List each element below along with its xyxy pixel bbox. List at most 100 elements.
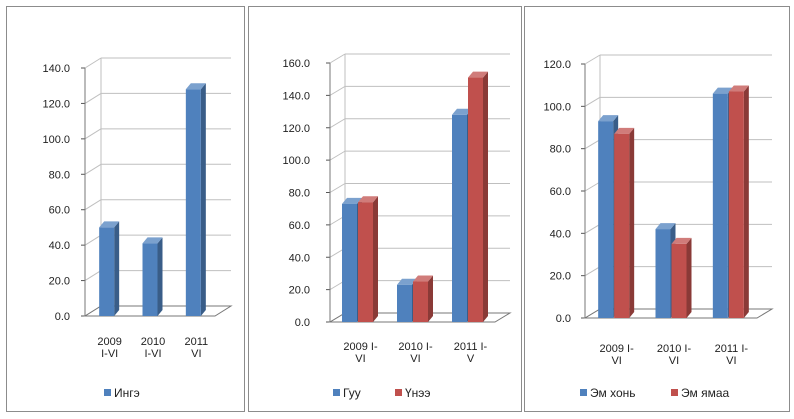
chart-2-gridline-side [329, 183, 346, 193]
chart-1-bar-top [142, 237, 163, 244]
chart-1-bar-top [99, 221, 120, 228]
chart-2-gridline-side [329, 118, 346, 129]
chart-2-ytick-label: 80.0 [289, 188, 310, 200]
chart-2-bar-top [413, 275, 433, 282]
chart-3-gridline-side [584, 266, 601, 277]
chart-1-ytick-label: 120.0 [42, 98, 70, 110]
chart-2-bar-top [452, 108, 472, 115]
chart-1-gridline-side [84, 234, 102, 246]
chart-3-category-label: VI [669, 355, 679, 367]
chart-1-bar-front [142, 243, 158, 316]
chart-2-ytick-label: 0.0 [295, 317, 310, 329]
chart-1-bar-front [99, 227, 115, 316]
chart-1-ytick-label: 20.0 [49, 276, 70, 288]
chart-2-bar-front [452, 114, 467, 322]
chart-1-ytick-label: 100.0 [42, 134, 70, 146]
chart-2-bar-side [373, 196, 378, 322]
chart-2-ytick-label: 40.0 [289, 252, 310, 264]
chart-3-ytick-label: 120.0 [543, 59, 571, 71]
chart-1-bar-top [185, 83, 206, 90]
chart-3-legend-swatch-1 [580, 389, 587, 396]
chart-3-legend-label-1: Эм хонь [590, 386, 636, 400]
chart-1-bar-1-1 [99, 221, 120, 316]
chart-2-bar-top [468, 71, 488, 78]
chart-1-gridline-side [84, 199, 102, 211]
chart-2-bar-top [342, 197, 362, 204]
chart-3-bar-front [712, 93, 728, 318]
chart-1-ytick-label: 60.0 [49, 205, 70, 217]
chart-2-ytick-label: 60.0 [289, 220, 310, 232]
chart-3-bar-side [743, 85, 749, 319]
chart-2-bar-top [358, 196, 378, 203]
chart-2-gridline-side [329, 85, 346, 96]
chart-2-category-label: VI [410, 353, 420, 365]
chart-1-bar-side [200, 83, 206, 316]
chart-1-category-label: 2011 [185, 336, 209, 348]
chart-2-bar-side [483, 71, 488, 322]
chart-2-category-label: 2011 I- [454, 341, 488, 353]
chart-3-floor [583, 308, 774, 319]
chart-2-category-label: VI [355, 353, 365, 365]
chart-2-bar-side [428, 275, 433, 322]
chart-2-ytick-label: 160.0 [282, 58, 310, 70]
chart-3-gridline-side [584, 54, 601, 65]
chart-2-legend-label-1: Гуу [343, 386, 361, 400]
chart-2-bar-front [468, 77, 483, 322]
chart-2-bar-front [413, 281, 428, 322]
chart-3-ytick-label: 80.0 [550, 144, 571, 156]
chart-1-bar-1-2 [142, 237, 163, 316]
chart-2-category-label: 2010 I- [398, 341, 433, 353]
chart-1-gridline-side [84, 270, 102, 281]
chart-3-category-label: 2009 I- [600, 343, 635, 355]
chart-1-legend-label-1: Ингэ [114, 386, 140, 400]
chart-1-gridline-side [84, 57, 102, 69]
chart-3-bar-front [614, 133, 630, 318]
chart-2-ytick-label: 20.0 [289, 285, 310, 297]
chart-2-ytick-label: 120.0 [282, 123, 310, 135]
chart-2-bar-front [342, 203, 357, 322]
chart-2-ytick-label: 100.0 [282, 155, 310, 167]
chart-3-bar-side [629, 127, 635, 318]
chart-2-legend-label-2: Үнээ [405, 386, 431, 400]
chart-3-bar-front [671, 243, 687, 318]
chart-1-category-label: 2010 [141, 336, 165, 348]
chart-1-gridline-side [84, 128, 102, 140]
chart-2-bar-front [358, 202, 373, 322]
chart-1-ytick-label: 140.0 [42, 63, 70, 75]
chart-1-category-label: 2009 [97, 336, 121, 348]
chart-3-bar-2-2 [671, 237, 692, 318]
chart-2: 0.0 20.0 40.0 60.0 80.0 100.0 120.0 140.0 160.0 2… [282, 53, 512, 400]
chart-3-ytick-label: 60.0 [550, 186, 571, 198]
chart-3-legend-label-2: Эм ямаа [681, 386, 729, 400]
chart-1-bar-front [185, 89, 201, 316]
chart-1-category-label: VI [191, 348, 201, 360]
chart-3-category-label: 2011 I- [715, 343, 749, 355]
chart-3-bar-top [598, 115, 619, 122]
chart-1-ytick-label: 80.0 [49, 169, 70, 181]
chart-2-bar-2-3 [468, 71, 488, 322]
chart-3-bar-top [671, 237, 692, 244]
chart-3-category-label: VI [611, 355, 621, 367]
chart-3-bar-top [728, 85, 749, 92]
chart-3-ytick-label: 20.0 [550, 271, 571, 283]
chart-3-category-label: 2010 I- [657, 343, 692, 355]
chart-3-ytick-label: 100.0 [543, 101, 571, 113]
chart-2-bar-2-1 [358, 196, 378, 322]
chart-1-ytick-label: 40.0 [49, 240, 70, 252]
chart-3-ytick-label: 40.0 [550, 228, 571, 240]
chart-3-bar-front [655, 229, 671, 318]
chart-3-legend-swatch-2 [671, 389, 678, 396]
chart-1-gridline-side [84, 93, 102, 104]
chart-1: 0.020.040.060.080.0100.0120.0140.02009I-… [42, 57, 233, 400]
chart-2-ytick-label: 140.0 [282, 90, 310, 102]
chart-3-bar-side [686, 237, 692, 318]
chart-1-bar-1-3 [185, 83, 206, 316]
chart-1-category-label: I-VI [101, 348, 118, 360]
chart-3-bar-front [728, 91, 744, 319]
chart-2-gridline-side [329, 53, 346, 64]
chart-3-bar-2-1 [614, 127, 635, 318]
chart-3-gridline-side [584, 139, 601, 150]
chart-3-bar-top [614, 127, 635, 134]
